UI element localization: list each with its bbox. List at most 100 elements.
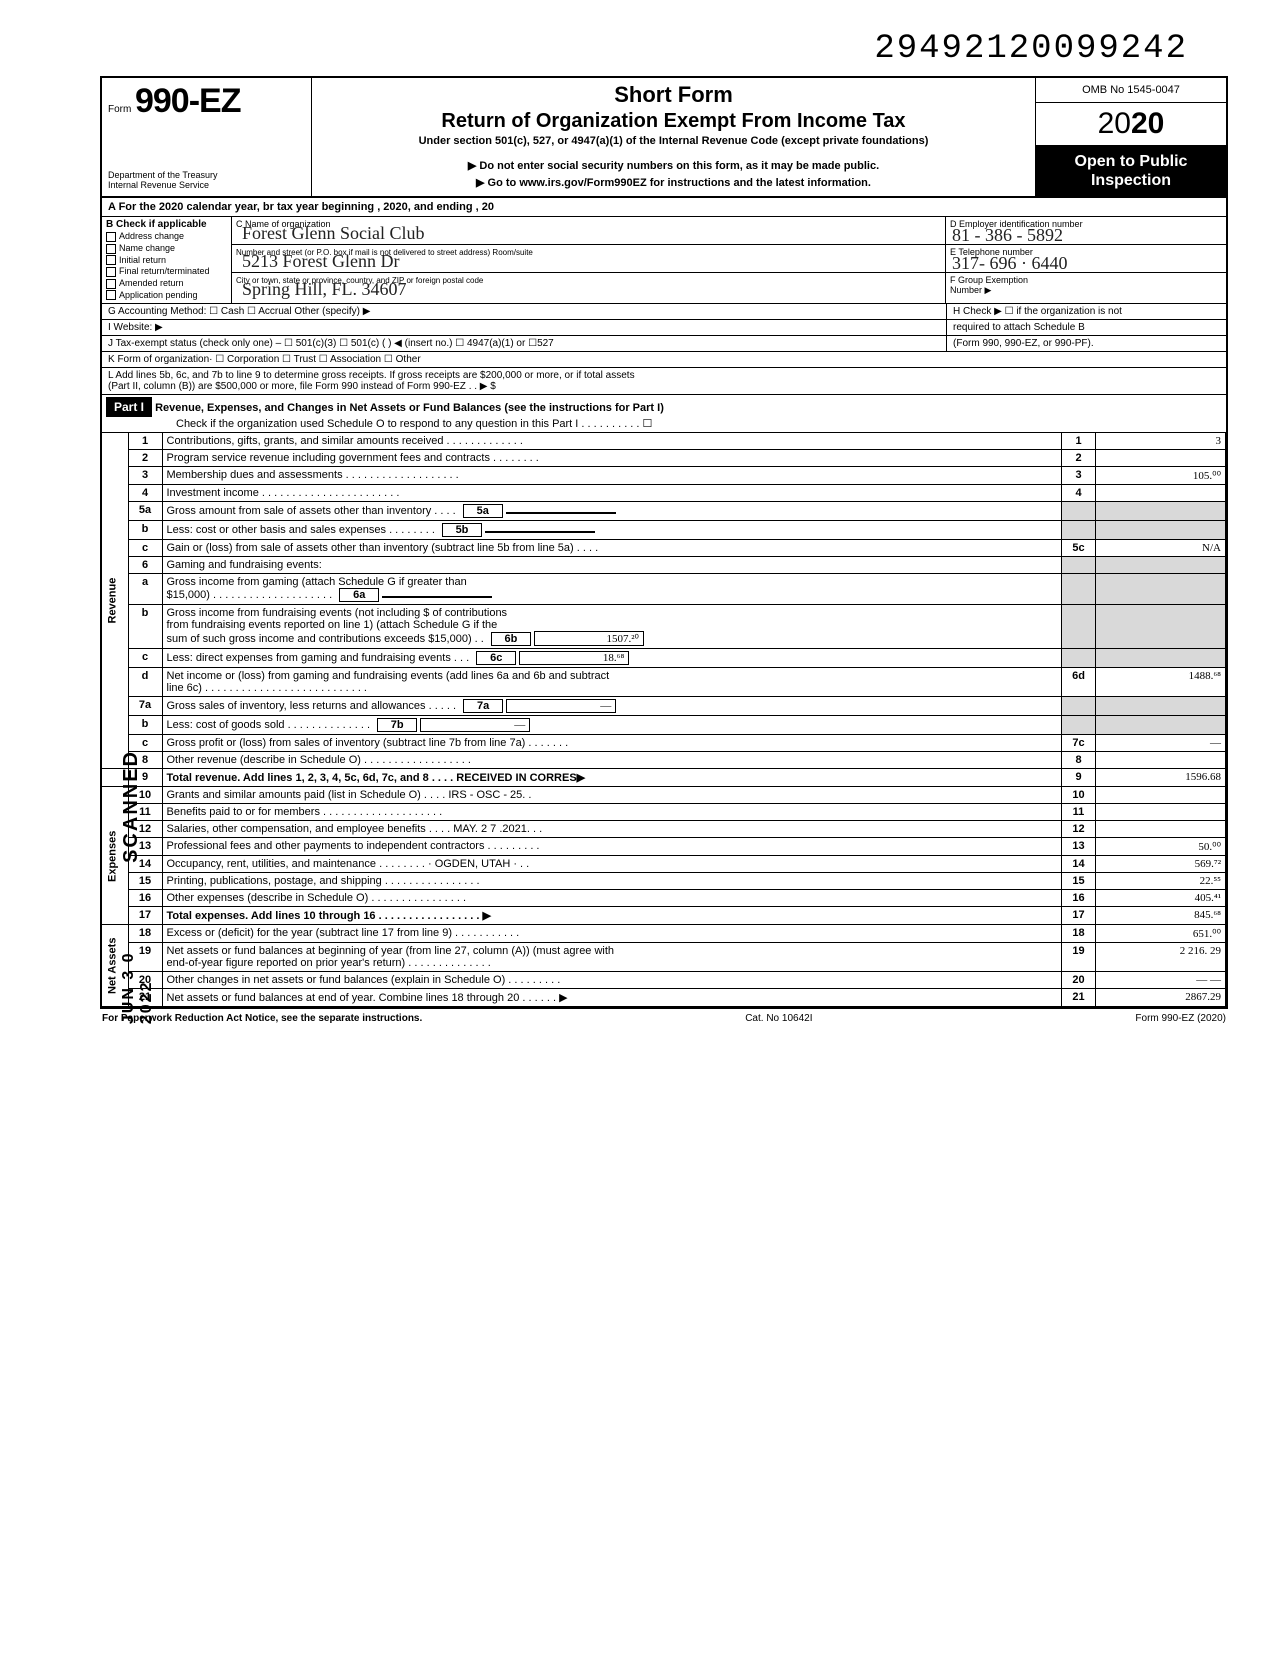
line-num: b: [128, 605, 162, 649]
org-city: Spring Hill, FL. 34607: [242, 279, 407, 300]
main-table: Revenue 1 Contributions, gifts, grants, …: [102, 433, 1226, 1007]
org-addr: 5213 Forest Glenn Dr: [242, 251, 399, 272]
j-left: J Tax-exempt status (check only one) – ☐…: [102, 336, 946, 351]
line-amt: [1096, 752, 1226, 769]
ein: 81 - 386 - 5892: [952, 225, 1063, 246]
line-box-shade: [1062, 574, 1096, 605]
table-row: 17 Total expenses. Add lines 10 through …: [102, 907, 1226, 925]
line-desc: Contributions, gifts, grants, and simila…: [162, 433, 1062, 450]
line-num: 6: [128, 557, 162, 574]
line-amt: [1096, 485, 1226, 502]
line-box-shade: [1062, 697, 1096, 716]
part1-title: Revenue, Expenses, and Changes in Net As…: [155, 402, 664, 414]
line-num: 5a: [128, 502, 162, 521]
line-desc: Printing, publications, postage, and shi…: [162, 873, 1062, 890]
line-desc: Gross profit or (loss) from sales of inv…: [162, 735, 1062, 752]
line-desc: Total revenue. Add lines 1, 2, 3, 4, 5c,…: [162, 769, 1062, 787]
line-num: 18: [128, 925, 162, 943]
chk-application-pending[interactable]: Application pending: [106, 290, 227, 301]
inner-box: 5a: [463, 504, 503, 518]
row-k: K Form of organization· ☐ Corporation ☐ …: [102, 352, 1226, 368]
line-amt-shade: [1096, 574, 1226, 605]
line-amt: 651.⁰⁰: [1096, 925, 1226, 943]
line-amt: 1596.68: [1096, 769, 1226, 787]
table-row: Expenses 10 Grants and similar amounts p…: [102, 787, 1226, 804]
table-row: 20 Other changes in net assets or fund b…: [102, 972, 1226, 989]
header-row: Form 990-EZ Department of the Treasury I…: [102, 78, 1226, 198]
line-amt-shade: [1096, 605, 1226, 649]
header-right: OMB No 1545-0047 2020 Open to Public Ins…: [1036, 78, 1226, 196]
line-num: 15: [128, 873, 162, 890]
table-row: a Gross income from gaming (attach Sched…: [102, 574, 1226, 605]
inner-amount: [382, 596, 492, 598]
inner-amount: —: [506, 699, 616, 713]
b-head: B Check if applicable: [106, 219, 227, 230]
line-box: 11: [1062, 804, 1096, 821]
arrow-line-2: ▶ Go to www.irs.gov/Form990EZ for instru…: [318, 176, 1029, 189]
inner-amount: 1507.²⁰: [534, 631, 644, 646]
line-box: 10: [1062, 787, 1096, 804]
line-box-shade: [1062, 649, 1096, 668]
line-desc: Gross sales of inventory, less returns a…: [162, 697, 1062, 716]
line-num: c: [128, 649, 162, 668]
inner-amount: [506, 512, 616, 514]
chk-name-change[interactable]: Name change: [106, 243, 227, 254]
line-box: 19: [1062, 943, 1096, 972]
line-amt: [1096, 450, 1226, 467]
open-public-1: Open to Public: [1038, 152, 1224, 171]
table-row: 21 Net assets or fund balances at end of…: [102, 989, 1226, 1007]
line-desc: Salaries, other compensation, and employ…: [162, 821, 1062, 838]
table-row: 13 Professional fees and other payments …: [102, 838, 1226, 856]
table-row: 8 Other revenue (describe in Schedule O)…: [102, 752, 1226, 769]
b-item-5: Application pending: [119, 290, 198, 300]
line-num: 17: [128, 907, 162, 925]
b-item-3: Final return/terminated: [119, 266, 210, 276]
line-amt: — —: [1096, 972, 1226, 989]
line-desc: Gross income from fundraising events (no…: [162, 605, 1062, 649]
line-amt: 1488.⁶⁸: [1096, 668, 1226, 697]
year-prefix: 20: [1098, 107, 1131, 140]
line-num: 4: [128, 485, 162, 502]
line-num: 1: [128, 433, 162, 450]
form-container: Form 990-EZ Department of the Treasury I…: [100, 76, 1228, 1009]
inner-amount: [485, 531, 595, 533]
chk-amended-return[interactable]: Amended return: [106, 278, 227, 289]
b-item-4: Amended return: [119, 278, 184, 288]
table-row: b Less: cost of goods sold . . . . . . .…: [102, 716, 1226, 735]
table-row: 16 Other expenses (describe in Schedule …: [102, 890, 1226, 907]
table-row: d Net income or (loss) from gaming and f…: [102, 668, 1226, 697]
omb-number: OMB No 1545-0047: [1036, 78, 1226, 103]
dept-treasury: Department of the Treasury Internal Reve…: [108, 171, 305, 191]
line-desc: Investment income . . . . . . . . . . . …: [162, 485, 1062, 502]
line-amt: 105.⁰⁰: [1096, 467, 1226, 485]
chk-address-change[interactable]: Address change: [106, 231, 227, 242]
line-desc: Gross amount from sale of assets other t…: [162, 502, 1062, 521]
org-name: Forest Glenn Social Club: [242, 223, 425, 244]
line-box: 8: [1062, 752, 1096, 769]
line-num: 7a: [128, 697, 162, 716]
line-box: 1: [1062, 433, 1096, 450]
line-desc: Other changes in net assets or fund bala…: [162, 972, 1062, 989]
col-b: B Check if applicable Address change Nam…: [102, 217, 232, 303]
inner-amount: 18.⁶⁸: [519, 651, 629, 665]
line-num: b: [128, 521, 162, 540]
f-label2: Number ▶: [950, 285, 1222, 296]
line-num: 3: [128, 467, 162, 485]
part1-label: Part I: [106, 397, 152, 417]
line-desc: Professional fees and other payments to …: [162, 838, 1062, 856]
line-desc-text: Less: direct expenses from gaming and fu…: [167, 652, 470, 664]
inner-box: 6c: [476, 651, 516, 665]
b-item-2: Initial return: [119, 255, 166, 265]
line-box: 3: [1062, 467, 1096, 485]
chk-final-return[interactable]: Final return/terminated: [106, 266, 227, 277]
line-amt-shade: [1096, 502, 1226, 521]
f-label1: F Group Exemption: [950, 275, 1222, 285]
table-row: b Less: cost or other basis and sales ex…: [102, 521, 1226, 540]
header-left: Form 990-EZ Department of the Treasury I…: [102, 78, 312, 196]
line-amt: N/A: [1096, 540, 1226, 557]
chk-initial-return[interactable]: Initial return: [106, 255, 227, 266]
inner-box: 7b: [377, 718, 417, 732]
return-title: Return of Organization Exempt From Incom…: [318, 110, 1029, 133]
part1-check: Check if the organization used Schedule …: [106, 417, 1222, 430]
inner-amount: —: [420, 718, 530, 732]
